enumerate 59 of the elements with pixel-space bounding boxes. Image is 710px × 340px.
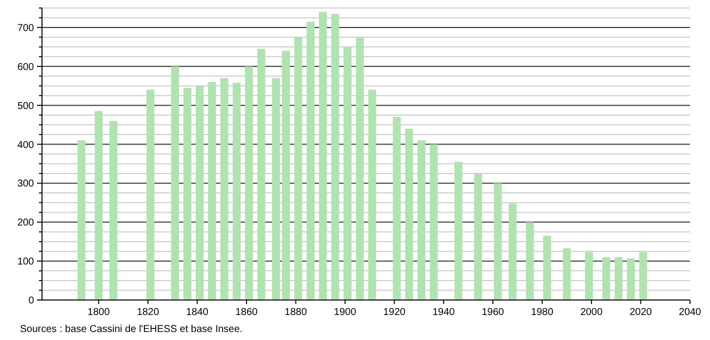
bar xyxy=(272,78,280,300)
bar xyxy=(257,48,266,300)
y-tick-label: 100 xyxy=(17,256,34,268)
x-tick-label: 1800 xyxy=(88,307,110,318)
bar xyxy=(454,162,462,300)
x-tick-label: 1860 xyxy=(235,307,258,318)
bar xyxy=(430,144,438,300)
bar xyxy=(494,183,502,300)
y-tick-label: 700 xyxy=(17,22,34,34)
bar xyxy=(208,82,216,300)
bar xyxy=(331,14,340,300)
bar xyxy=(196,86,204,300)
x-tick-label: 1940 xyxy=(432,307,456,318)
bar xyxy=(282,50,290,300)
bar xyxy=(110,120,118,300)
bar xyxy=(306,22,315,300)
bar xyxy=(614,257,622,300)
bar xyxy=(543,236,552,300)
bar xyxy=(474,173,482,300)
bar xyxy=(356,37,364,300)
y-tick-label: 300 xyxy=(17,178,34,190)
x-tick-label: 1980 xyxy=(531,307,554,318)
y-tick-label: 0 xyxy=(28,296,34,306)
bar xyxy=(220,78,228,300)
bar xyxy=(245,66,253,300)
bar xyxy=(368,90,376,300)
x-tick-label: 1960 xyxy=(482,307,504,318)
x-tick-label: 1820 xyxy=(136,307,160,318)
y-tick-label: 200 xyxy=(17,218,34,229)
bar xyxy=(77,140,86,300)
bar xyxy=(171,66,179,300)
x-tick-label: 2000 xyxy=(580,307,604,318)
bar xyxy=(392,117,401,300)
bar xyxy=(626,258,635,300)
x-tick-label: 1880 xyxy=(284,307,308,318)
bar xyxy=(183,88,192,300)
bar xyxy=(232,82,241,300)
bar xyxy=(562,248,571,300)
bar xyxy=(94,111,103,300)
bar xyxy=(602,257,610,300)
bar xyxy=(417,140,426,300)
bar xyxy=(294,37,302,300)
bar xyxy=(344,46,352,300)
bar xyxy=(146,90,154,300)
source-note: Sources : base Cassini de l'EHESS et base Insee. xyxy=(20,324,243,335)
x-tick-label: 2040 xyxy=(678,307,702,318)
bar xyxy=(585,252,593,300)
y-tick-label: 600 xyxy=(17,62,34,73)
x-tick-label: 1920 xyxy=(383,307,406,318)
x-tick-label: 1900 xyxy=(334,307,357,318)
bar xyxy=(405,128,414,300)
bar xyxy=(526,222,534,300)
x-tick-label: 2020 xyxy=(630,307,652,318)
bar xyxy=(639,252,648,300)
bar xyxy=(318,12,327,300)
x-tick-label: 1840 xyxy=(186,307,209,318)
y-tick-label: 400 xyxy=(17,140,34,151)
y-tick-label: 500 xyxy=(17,100,34,112)
bar xyxy=(508,203,517,300)
